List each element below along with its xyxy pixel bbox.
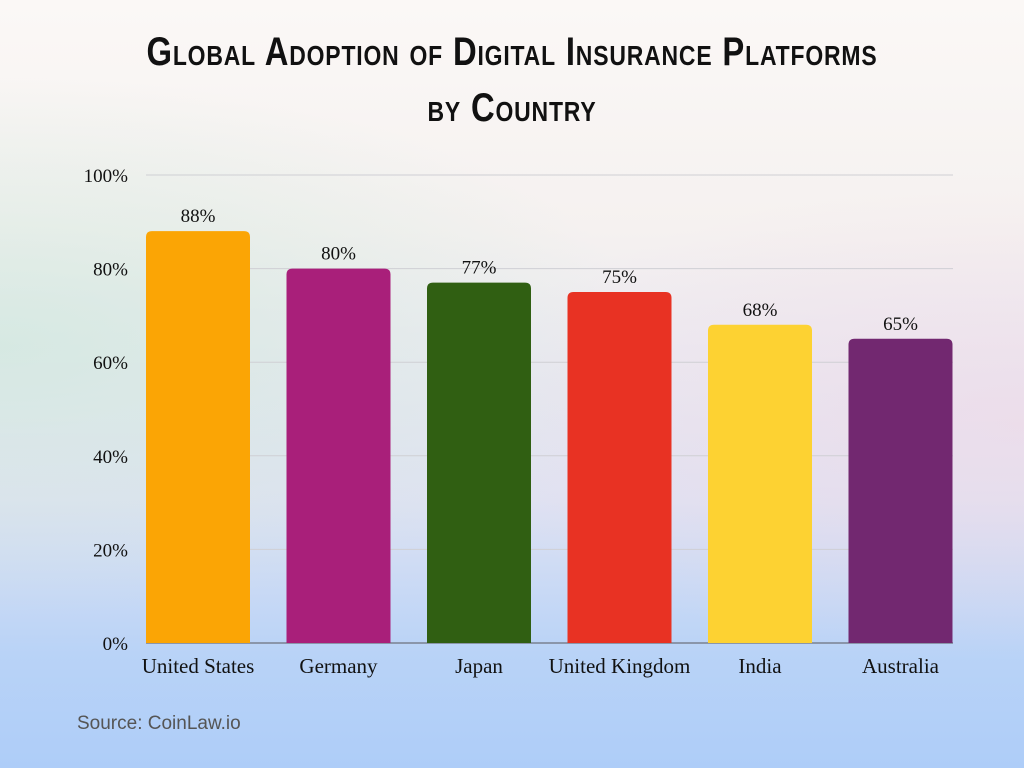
bar [567, 292, 672, 643]
x-category-label: Japan [455, 654, 503, 678]
data-label: 75% [602, 267, 637, 288]
bar [286, 268, 391, 643]
x-category-label: United States [142, 654, 255, 678]
data-label: 88% [181, 206, 216, 227]
source-note: Source: CoinLaw.io [77, 713, 241, 734]
x-category-label: Germany [299, 654, 378, 678]
data-label: 80% [321, 244, 356, 265]
y-tick-label: 40% [93, 447, 128, 468]
chart-title-line-1: Global Adoption of Digital Insurance Pla… [146, 30, 878, 74]
bar [427, 282, 531, 643]
x-category-label: India [738, 654, 782, 678]
chart-title-line-2: by Country [427, 86, 597, 130]
y-tick-label: 20% [93, 540, 128, 561]
bar [848, 338, 953, 643]
data-label: 65% [883, 314, 918, 335]
data-label: 68% [743, 300, 778, 321]
y-tick-label: 80% [93, 260, 128, 281]
y-tick-label: 0% [103, 634, 129, 655]
y-tick-label: 60% [93, 353, 128, 374]
bar [708, 324, 812, 643]
data-label: 77% [462, 258, 497, 279]
y-tick-label: 100% [84, 166, 129, 187]
x-category-label: United Kingdom [549, 654, 691, 678]
x-category-label: Australia [862, 654, 940, 678]
bar [146, 231, 250, 643]
